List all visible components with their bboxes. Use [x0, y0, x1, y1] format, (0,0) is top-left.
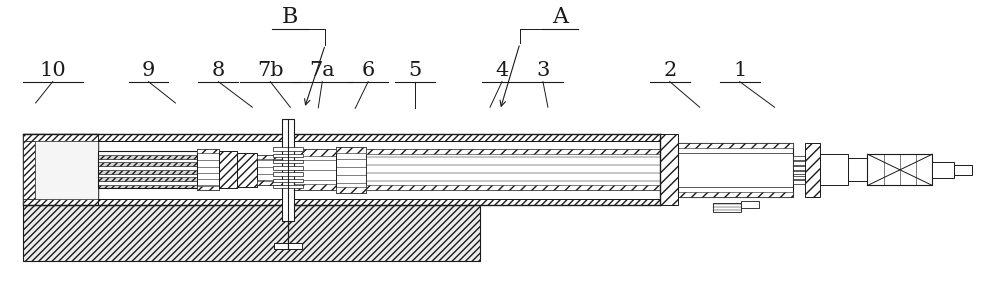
Bar	[98, 177, 197, 181]
Bar	[237, 153, 257, 187]
Bar	[273, 172, 303, 176]
Text: B: B	[282, 6, 298, 28]
Bar	[294, 149, 336, 190]
Bar	[98, 181, 197, 185]
Bar	[98, 199, 660, 205]
Bar	[197, 149, 219, 153]
Bar	[98, 134, 660, 141]
Text: 7a: 7a	[309, 61, 335, 80]
Bar	[274, 243, 302, 249]
Bar	[336, 147, 366, 193]
Bar	[98, 170, 197, 173]
Bar	[273, 185, 303, 188]
Bar	[366, 149, 660, 155]
Bar	[678, 143, 793, 197]
Bar	[954, 165, 972, 175]
Bar	[98, 162, 197, 166]
Bar	[98, 185, 197, 188]
Bar	[820, 154, 848, 186]
Bar	[793, 171, 805, 174]
Bar	[98, 155, 197, 159]
Bar	[932, 162, 954, 178]
Bar	[366, 149, 660, 190]
Bar	[23, 141, 35, 199]
Bar	[848, 158, 867, 181]
Text: 3: 3	[536, 61, 550, 80]
Bar	[741, 201, 759, 208]
Bar	[273, 179, 303, 182]
Bar	[336, 187, 366, 193]
Bar	[273, 154, 303, 157]
Bar	[273, 166, 303, 170]
Bar	[867, 154, 932, 186]
Bar	[273, 160, 303, 163]
Bar	[98, 166, 197, 170]
Bar	[257, 155, 282, 185]
Bar	[660, 134, 678, 205]
Bar	[793, 156, 805, 160]
Bar	[98, 151, 197, 188]
Text: 4: 4	[495, 61, 509, 80]
Bar	[273, 147, 303, 151]
Bar	[805, 143, 820, 197]
Bar	[197, 149, 219, 190]
Text: A: A	[552, 6, 568, 28]
Text: 1: 1	[733, 61, 746, 80]
Bar	[98, 151, 197, 155]
Text: 6: 6	[362, 61, 375, 80]
Bar	[257, 155, 282, 159]
Bar	[197, 186, 219, 190]
Text: 2: 2	[663, 61, 676, 80]
Bar	[98, 173, 197, 177]
Text: 10: 10	[39, 61, 66, 80]
Text: 8: 8	[212, 61, 225, 80]
Bar	[793, 175, 805, 179]
Bar	[257, 180, 282, 185]
Text: 9: 9	[142, 61, 155, 80]
Text: 7b: 7b	[257, 61, 284, 80]
Bar	[793, 166, 805, 170]
Bar	[23, 199, 98, 205]
Bar	[294, 149, 336, 156]
Bar	[793, 161, 805, 165]
Text: 5: 5	[408, 61, 422, 80]
Bar	[366, 185, 660, 190]
Bar	[23, 134, 98, 141]
Bar	[219, 151, 237, 188]
Bar	[35, 141, 98, 199]
Bar	[678, 143, 793, 148]
Bar	[98, 159, 197, 162]
Bar	[793, 180, 805, 184]
Bar	[713, 202, 741, 213]
Bar	[23, 134, 98, 205]
Bar	[678, 192, 793, 197]
Bar	[336, 147, 366, 153]
Bar	[294, 184, 336, 190]
Bar	[23, 205, 480, 261]
Bar	[282, 119, 294, 221]
